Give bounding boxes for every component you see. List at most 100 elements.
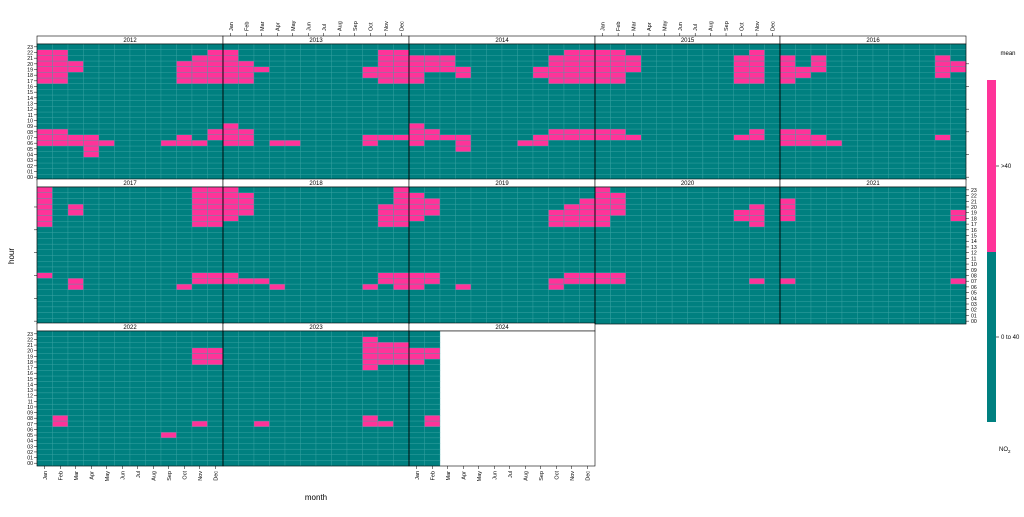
heatmap-cell	[98, 443, 115, 450]
heatmap-cell	[470, 221, 487, 228]
heatmap-cell	[36, 55, 53, 62]
heatmap-cell	[548, 266, 565, 273]
heatmap-cell	[346, 347, 363, 354]
heatmap-cell	[455, 111, 472, 118]
heatmap-cell	[656, 215, 673, 222]
heatmap-cell	[841, 221, 858, 228]
heatmap-cell	[238, 94, 255, 101]
heatmap-cell	[671, 226, 688, 233]
heatmap-cell	[779, 128, 796, 135]
heatmap-cell	[579, 123, 596, 130]
x-tick-label: Jun	[492, 471, 498, 480]
heatmap-cell	[903, 192, 920, 199]
heatmap-cell	[610, 266, 627, 273]
heatmap-cell	[718, 49, 734, 56]
heatmap-cell	[176, 140, 193, 147]
heatmap-cell	[145, 106, 162, 113]
x-tick-label: Mar	[260, 21, 266, 31]
heatmap-cell	[52, 358, 69, 365]
heatmap-cell	[36, 272, 53, 279]
heatmap-cell	[486, 128, 503, 135]
heatmap-cell	[67, 151, 84, 158]
y-tick-label: 15	[27, 377, 33, 383]
heatmap-cell	[253, 415, 270, 422]
heatmap-cell	[795, 94, 812, 101]
heatmap-cell	[439, 94, 456, 101]
heatmap-cell	[393, 83, 410, 90]
heatmap-cell	[114, 77, 131, 84]
heatmap-cell	[671, 295, 688, 302]
heatmap-cell	[779, 215, 796, 222]
heatmap-cell	[810, 221, 827, 228]
heatmap-cell	[486, 249, 503, 256]
heatmap-cell	[176, 347, 193, 354]
heatmap-cell	[872, 117, 889, 124]
heatmap-cell	[83, 186, 100, 193]
heatmap-cell	[934, 295, 951, 302]
heatmap-cell	[517, 168, 534, 175]
heatmap-cell	[532, 83, 549, 90]
heatmap-cell	[625, 203, 642, 211]
heatmap-cell	[315, 432, 332, 439]
heatmap-cell	[718, 215, 734, 222]
heatmap-cell	[222, 375, 239, 382]
heatmap-cell	[145, 209, 162, 216]
heatmap-cell	[795, 60, 812, 67]
heatmap-cell	[424, 232, 441, 239]
heatmap-cell	[176, 330, 193, 337]
heatmap-cell	[470, 312, 487, 319]
x-tick-label: Nov	[384, 21, 390, 31]
heatmap-cell	[331, 186, 348, 193]
heatmap-cell	[393, 443, 410, 450]
y-tick-label: 09	[27, 124, 33, 130]
heatmap-cell	[253, 342, 270, 349]
heatmap-cell	[284, 454, 301, 461]
heatmap-cell	[253, 111, 270, 118]
heatmap-cell	[408, 249, 425, 256]
heatmap-cell	[284, 60, 301, 67]
heatmap-cell	[950, 66, 967, 73]
heatmap-cell	[362, 358, 379, 365]
heatmap-cell	[269, 203, 286, 211]
heatmap-cell	[269, 221, 286, 228]
heatmap-cell	[67, 77, 84, 84]
heatmap-cell	[67, 145, 84, 152]
heatmap-cell	[795, 49, 812, 56]
heatmap-cell	[114, 426, 131, 433]
heatmap-cell	[36, 342, 53, 349]
heatmap-cell	[857, 106, 874, 113]
heatmap-cell	[191, 162, 208, 169]
heatmap-cell	[315, 238, 332, 245]
heatmap-cell	[671, 77, 688, 84]
heatmap-cell	[455, 134, 472, 141]
heatmap-cell	[826, 226, 843, 233]
heatmap-cell	[160, 100, 177, 107]
heatmap-cell	[408, 209, 425, 216]
heatmap-cell	[532, 215, 549, 222]
heatmap-cell	[687, 157, 704, 164]
heatmap-cell	[346, 353, 363, 360]
heatmap-cell	[486, 157, 503, 164]
heatmap-cell	[919, 312, 936, 319]
heatmap-cell	[36, 168, 53, 175]
heatmap-cell	[641, 283, 657, 290]
heatmap-cell	[269, 432, 286, 439]
heatmap-cell	[579, 117, 596, 124]
heatmap-cell	[486, 60, 503, 67]
heatmap-cell	[284, 145, 301, 152]
heatmap-cell	[300, 432, 317, 439]
heatmap-cell	[222, 192, 239, 199]
heatmap-cell	[826, 83, 843, 90]
heatmap-cell	[284, 289, 301, 296]
heatmap-cell	[826, 140, 843, 147]
heatmap-cell	[501, 94, 518, 101]
heatmap-cell	[470, 100, 487, 107]
heatmap-cell	[393, 100, 410, 107]
heatmap-cell	[129, 432, 146, 439]
heatmap-cell	[903, 43, 920, 50]
heatmap-cell	[455, 123, 472, 130]
heatmap-cell	[424, 443, 441, 450]
heatmap-cell	[315, 398, 332, 405]
heatmap-cell	[764, 300, 781, 308]
heatmap-cell	[191, 221, 208, 228]
